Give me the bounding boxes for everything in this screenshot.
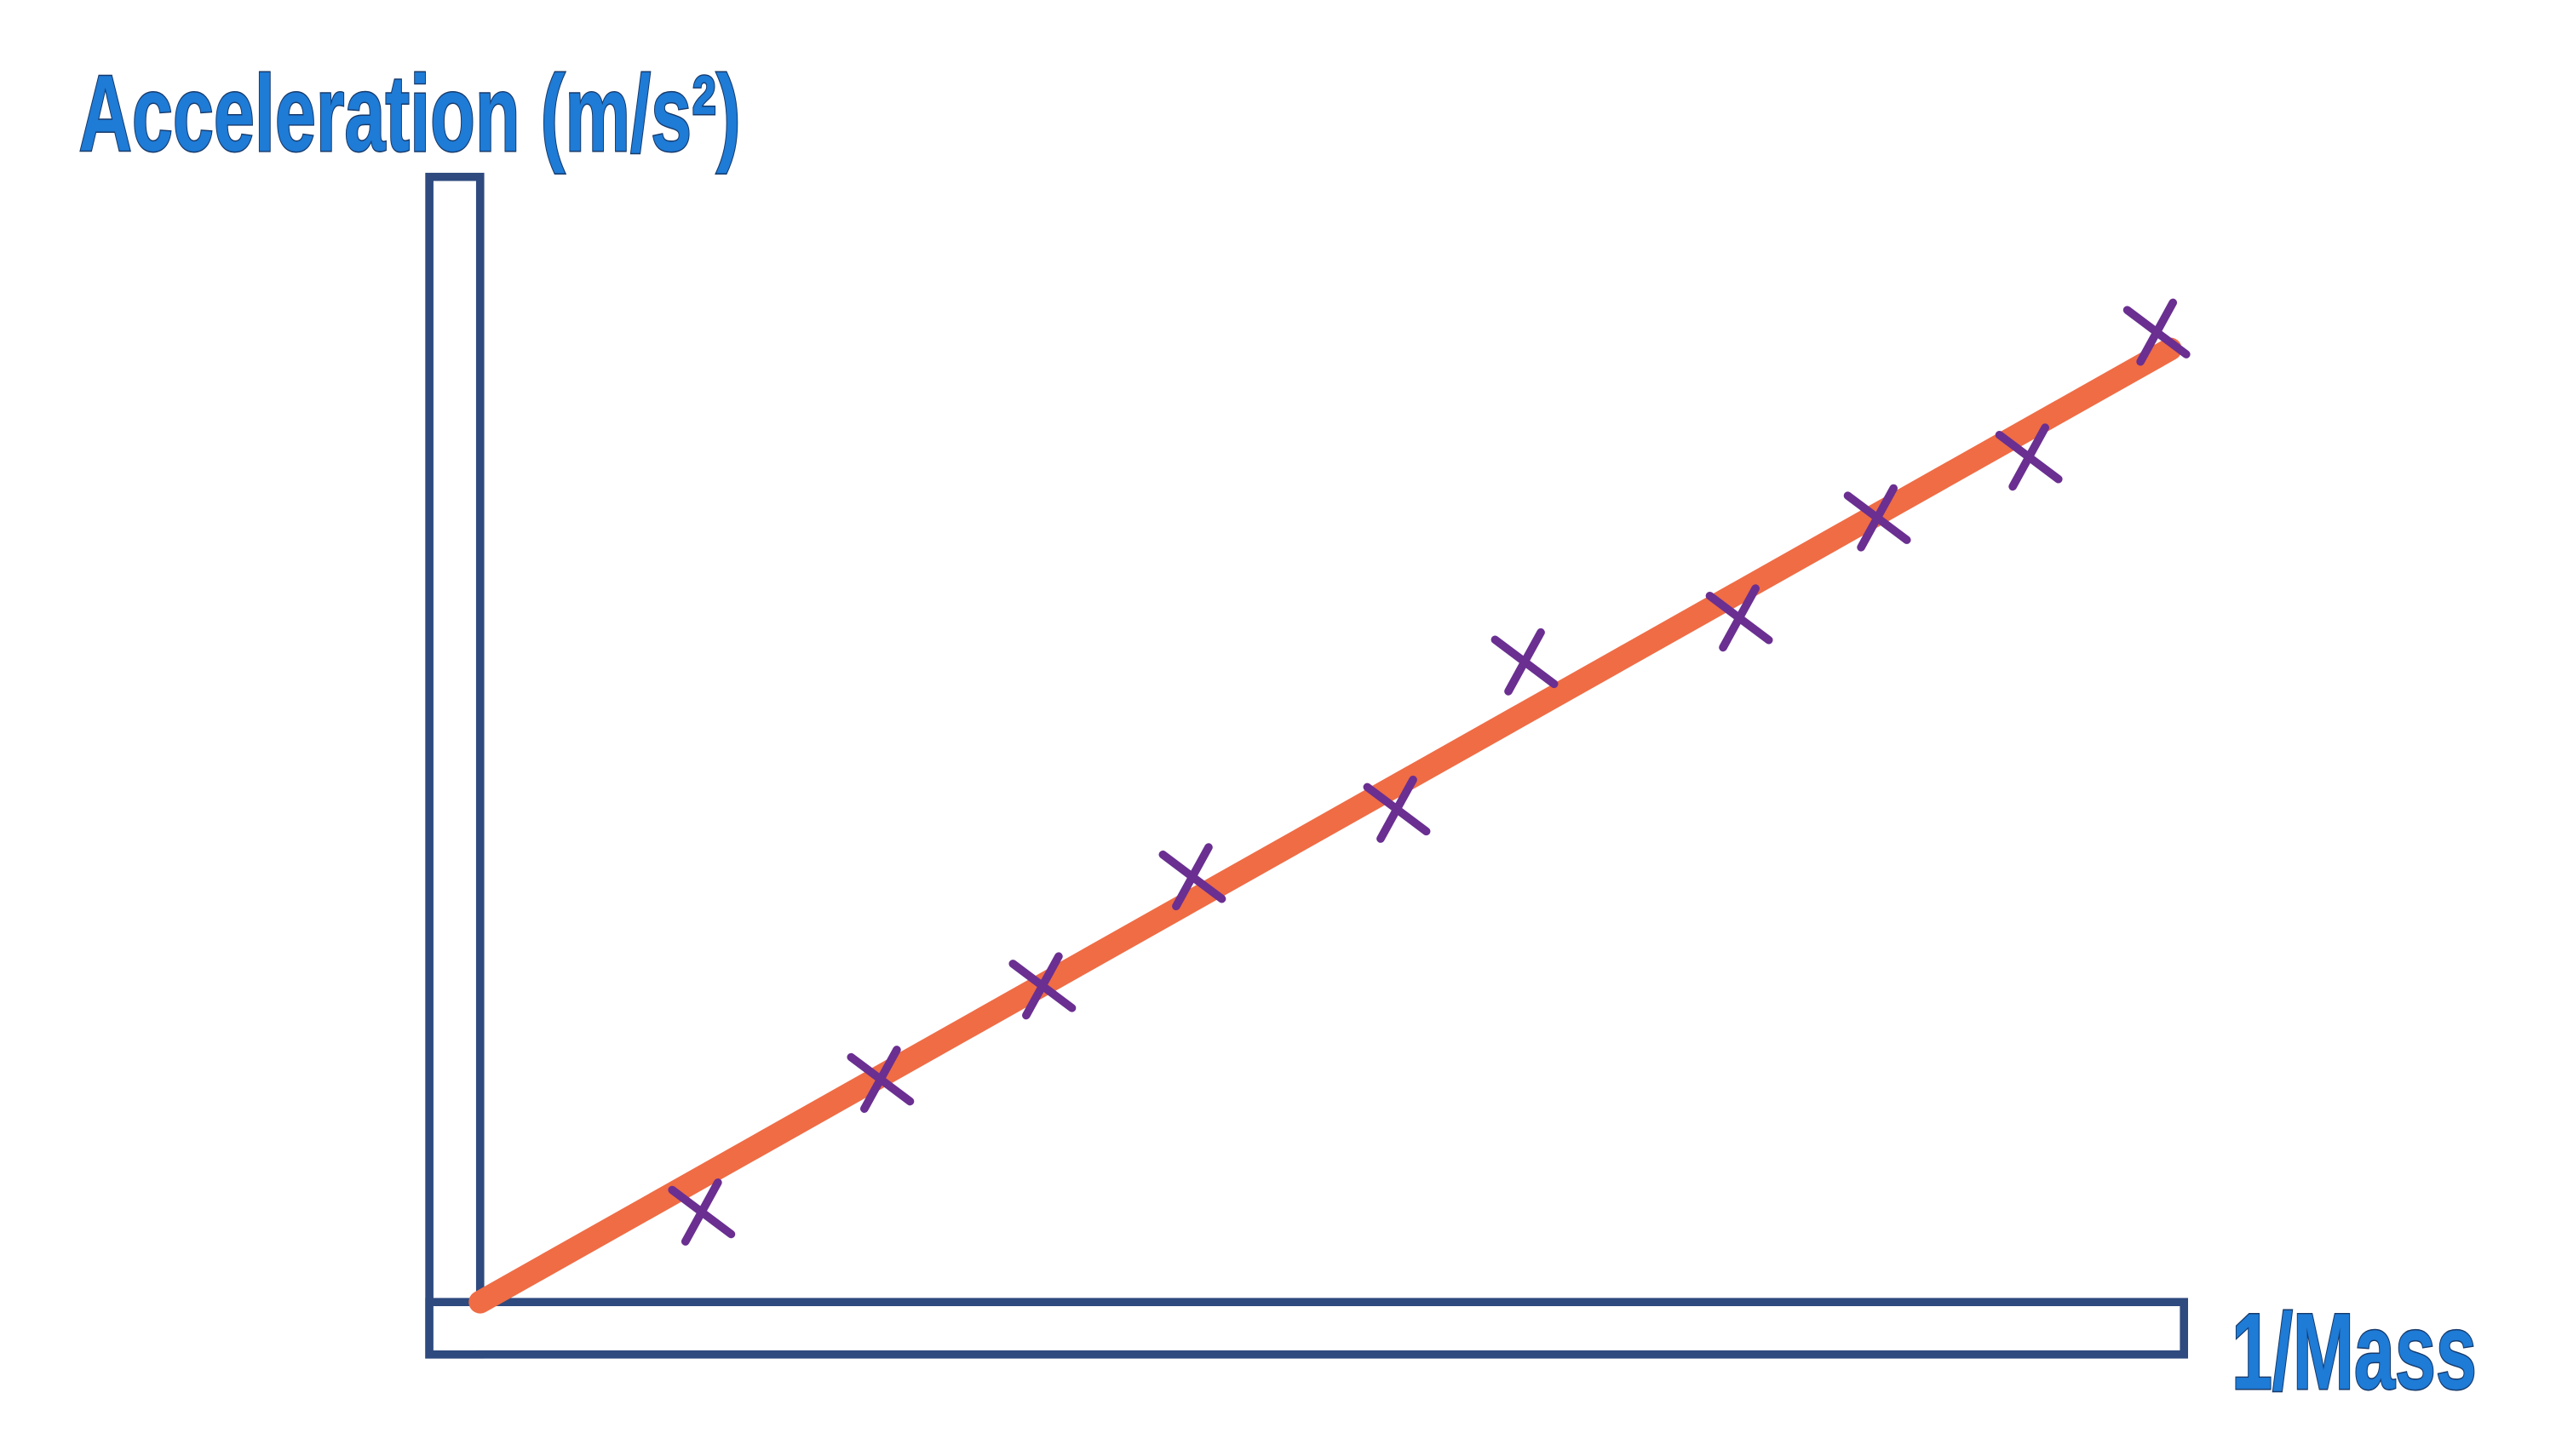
data-point xyxy=(668,1178,736,1246)
cross-stroke xyxy=(1504,628,1545,696)
data-point xyxy=(1843,484,1911,552)
trend-line xyxy=(468,337,2182,1314)
data-point xyxy=(1995,423,2063,491)
cross-stroke xyxy=(1376,775,1417,843)
data-point xyxy=(2122,298,2191,366)
data-point xyxy=(1158,843,1226,911)
cross-stroke xyxy=(2136,298,2178,366)
data-point xyxy=(1363,775,1431,843)
cross-stroke xyxy=(681,1178,722,1246)
cross-stroke xyxy=(1172,843,1213,911)
cross-stroke xyxy=(1719,584,1760,652)
data-point xyxy=(1008,952,1077,1020)
x-axis-title: 1/Mass xyxy=(2231,1293,2477,1413)
y-axis-title: Acceleration (m/s²) xyxy=(78,54,740,175)
axis-corner xyxy=(433,1305,476,1350)
data-point xyxy=(1705,584,1773,652)
cross-stroke xyxy=(2008,423,2050,491)
data-point xyxy=(847,1046,915,1113)
data-point xyxy=(1491,628,1559,696)
y-axis xyxy=(425,172,485,1359)
cross-stroke xyxy=(1022,952,1063,1020)
cross-stroke xyxy=(1857,484,1898,552)
x-axis xyxy=(425,1298,2189,1359)
cross-stroke xyxy=(860,1046,901,1113)
